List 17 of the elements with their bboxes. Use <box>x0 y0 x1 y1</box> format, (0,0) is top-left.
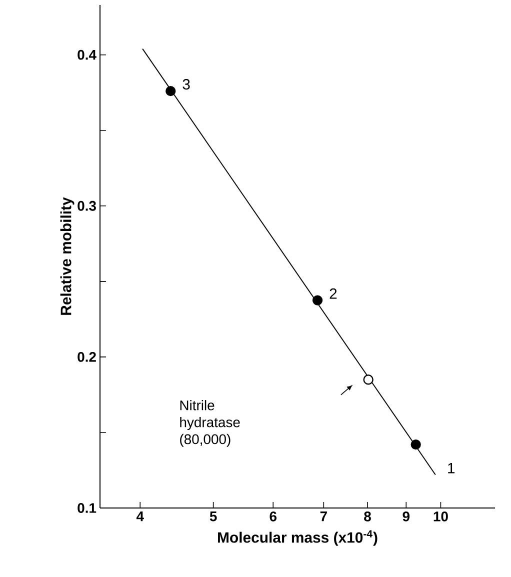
x-tick-label: 4 <box>136 512 144 522</box>
x-tick-label: 6 <box>270 512 276 522</box>
x-tick-label: 5 <box>210 512 217 522</box>
x-tick-label: 8 <box>364 512 371 522</box>
y-tick-label: 0.3 <box>78 200 96 211</box>
y-tick-label: 0.2 <box>78 352 96 362</box>
y-tick-label: 0.1 <box>78 503 96 513</box>
annotation: Nitrile hydratase (80,000) <box>180 400 240 447</box>
annotation: 1 <box>448 462 455 474</box>
x-axis-title: Molecular mass (x10$^{-4}$) <box>218 530 378 546</box>
x-tick-label: 7 <box>320 512 327 522</box>
annotation: 3 <box>182 78 190 90</box>
y-axis-title: Relative mobility <box>60 197 74 315</box>
x-tick-label: 10 <box>434 512 448 522</box>
annotation: 2 <box>330 288 337 299</box>
y-tick-label: 0.4 <box>78 50 96 60</box>
x-tick-label: 9 <box>402 512 410 522</box>
